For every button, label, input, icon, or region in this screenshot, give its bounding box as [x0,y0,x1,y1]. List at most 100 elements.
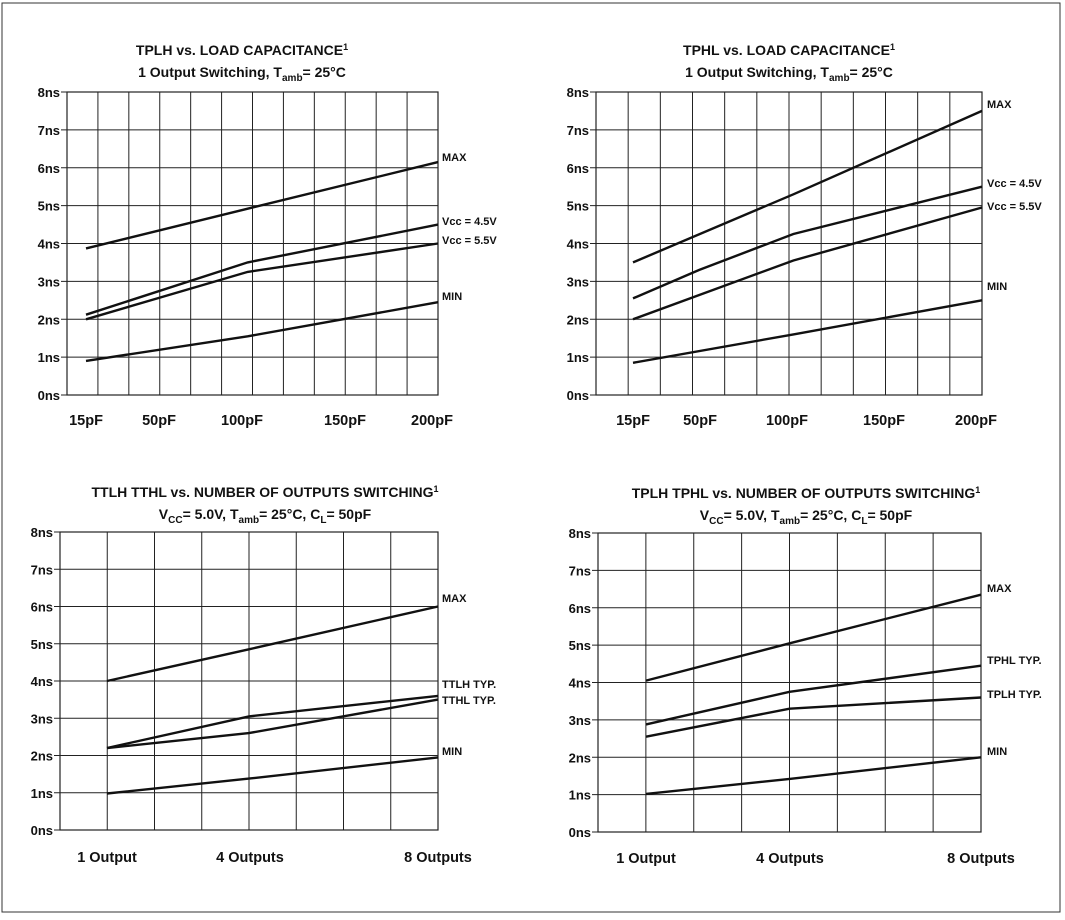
plot-frame [597,532,982,833]
y-tick-label: 1ns [569,788,591,803]
series-label-ttlh-typ: TTLH TYP. [442,679,496,691]
series-label-tplh-typ: TPLH TYP. [987,689,1042,701]
y-tick-label: 4ns [567,237,589,252]
chart-title: TTLH TTHL vs. NUMBER OF OUTPUTS SWITCHIN… [92,484,439,500]
series-label-vcc-4-5v: Vcc = 4.5V [987,178,1042,190]
chart-subtitle: 1 Output Switching, Tamb= 25°C [685,64,893,84]
chart-title: TPLH TPHL vs. NUMBER OF OUTPUTS SWITCHIN… [632,485,981,501]
y-tick-label: 7ns [567,123,589,138]
y-tick-label: 6ns [38,161,60,176]
y-tick-label: 0ns [569,825,591,840]
y-tick-label: 0ns [31,823,53,838]
x-tick-label: 4 Outputs [756,851,824,867]
y-tick-label: 3ns [31,711,53,726]
x-tick-label: 50pF [142,413,176,429]
series-line-min [106,756,439,795]
y-tick-label: 5ns [31,637,53,652]
x-tick-label: 1 Output [77,850,137,866]
series-line-max [632,109,983,264]
series-line-max [85,160,439,250]
series-label-vcc-5-5v: Vcc = 5.5V [442,235,497,247]
y-tick-label: 0ns [38,388,60,403]
series-label-tphl-typ: TPHL TYP. [987,655,1042,667]
chart-subtitle: VCC= 5.0V, Tamb= 25°C, CL= 50pF [159,506,372,526]
series-line-min [632,299,983,364]
series-line-tthl-typ [106,698,439,750]
y-tick-label: 8ns [31,525,53,540]
y-tick-label: 6ns [569,601,591,616]
plot-frame [595,91,983,396]
series-line-ttlh-typ [106,694,439,750]
y-tick-label: 8ns [569,526,591,541]
chart-panel-3: TTLH TTHL vs. NUMBER OF OUTPUTS SWITCHIN… [31,484,497,866]
x-tick-label: 1 Output [616,851,676,867]
y-tick-label: 3ns [569,713,591,728]
x-tick-label: 100pF [766,413,808,429]
x-tick-label: 4 Outputs [216,850,284,866]
series-line-max [106,605,439,683]
chart-panel-4: TPLH TPHL vs. NUMBER OF OUTPUTS SWITCHIN… [569,485,1042,867]
series-line-max [645,593,982,682]
y-tick-label: 8ns [38,85,60,100]
chart-title: TPHL vs. LOAD CAPACITANCE1 [683,42,895,58]
series-label-tthl-typ: TTHL TYP. [442,695,496,707]
series-label-vcc-5-5v: Vcc = 5.5V [987,201,1042,213]
y-tick-label: 3ns [38,274,60,289]
series-line-min [85,301,439,363]
chart-subtitle: 1 Output Switching, Tamb= 25°C [138,64,346,84]
series-line-vcc-5-5v [85,242,439,321]
series-label-max: MAX [987,99,1012,111]
chart-panel-1: TPLH vs. LOAD CAPACITANCE1 1 Output Switc… [38,42,498,429]
y-tick-label: 5ns [569,638,591,653]
x-tick-label: 100pF [221,413,263,429]
series-label-vcc-4-5v: Vcc = 4.5V [442,216,497,228]
y-tick-label: 3ns [567,274,589,289]
series-line-vcc-5-5v [632,206,983,321]
y-tick-label: 4ns [31,674,53,689]
y-tick-label: 4ns [38,237,60,252]
x-tick-label: 8 Outputs [404,850,472,866]
series-line-min [645,756,982,796]
y-tick-label: 4ns [569,676,591,691]
chart-title: TPLH vs. LOAD CAPACITANCE1 [136,42,348,58]
y-tick-label: 1ns [38,350,60,365]
series-label-max: MAX [987,583,1012,595]
x-tick-label: 200pF [955,413,997,429]
series-label-min: MIN [987,746,1007,758]
series-label-max: MAX [442,152,467,164]
chart-panel-2: TPHL vs. LOAD CAPACITANCE1 1 Output Switc… [567,42,1043,429]
x-tick-label: 15pF [616,413,650,429]
y-tick-label: 6ns [567,161,589,176]
x-tick-label: 200pF [411,413,453,429]
y-tick-label: 5ns [38,199,60,214]
y-tick-label: 7ns [31,562,53,577]
y-tick-label: 7ns [38,123,60,138]
series-label-max: MAX [442,593,467,605]
x-tick-label: 150pF [324,413,366,429]
x-tick-label: 15pF [69,413,103,429]
y-tick-label: 5ns [567,199,589,214]
x-tick-label: 8 Outputs [947,851,1015,867]
y-tick-label: 0ns [567,388,589,403]
y-tick-label: 8ns [567,85,589,100]
y-tick-label: 2ns [31,749,53,764]
series-label-min: MIN [442,746,462,758]
x-tick-label: 150pF [863,413,905,429]
series-line-vcc-4-5v [632,185,983,300]
chart-subtitle: VCC= 5.0V, Tamb= 25°C, CL= 50pF [700,507,913,527]
x-tick-label: 50pF [683,413,717,429]
y-tick-label: 1ns [567,350,589,365]
series-label-min: MIN [442,291,462,303]
y-tick-label: 2ns [567,312,589,327]
y-tick-label: 7ns [569,563,591,578]
series-line-tphl-typ [645,664,982,726]
series-line-tplh-typ [645,696,982,738]
y-tick-label: 6ns [31,600,53,615]
y-tick-label: 1ns [31,786,53,801]
y-tick-label: 2ns [38,312,60,327]
plot-frame [59,531,439,831]
series-label-min: MIN [987,281,1007,293]
